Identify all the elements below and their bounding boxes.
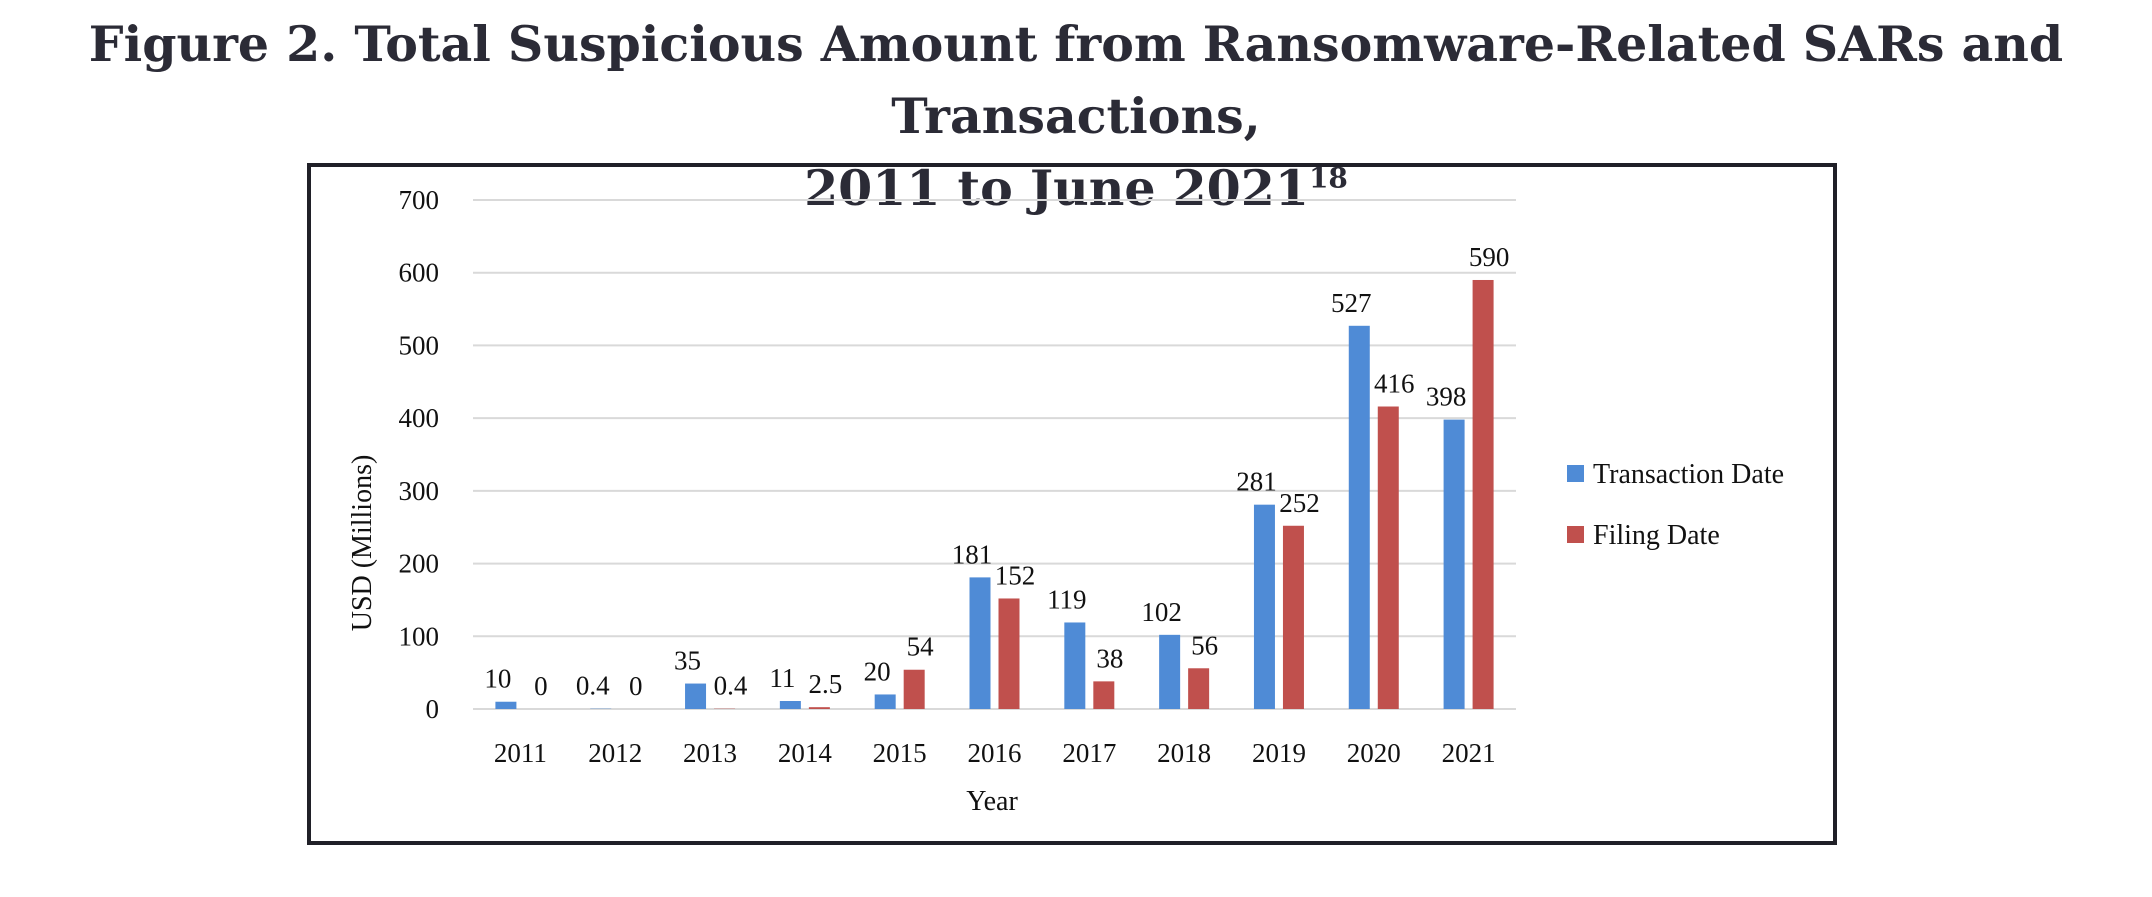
data-label-filing-2018: 56 — [1191, 630, 1218, 660]
data-label-filing-2014: 2.5 — [808, 669, 842, 699]
data-label-filing-2012: 0 — [629, 671, 643, 701]
bar-filing-2018 — [1188, 668, 1210, 709]
bar-filing-2021 — [1472, 279, 1494, 709]
bar-transaction-2011 — [495, 701, 517, 709]
y-tick-label: 200 — [399, 549, 440, 579]
bar-filing-2017 — [1093, 681, 1115, 709]
x-axis-label: Year — [966, 786, 1018, 817]
chart-frame: 0 100 200 300 400 500 600 700 10 0 0.4 0 35 0.4 11 2.5… — [307, 163, 1837, 845]
bars — [495, 279, 1494, 709]
bar-transaction-2018 — [1159, 634, 1181, 709]
x-tick-label-2019: 2019 — [1252, 738, 1306, 768]
legend-swatch-filing — [1567, 526, 1584, 543]
bar-filing-2019 — [1282, 525, 1304, 709]
x-tick-label-2012: 2012 — [588, 738, 642, 768]
figure-title: Figure 2. Total Suspicious Amount from R… — [0, 8, 2152, 224]
y-tick-label: 0 — [426, 694, 440, 724]
x-tick-label-2011: 2011 — [494, 738, 547, 768]
bar-transaction-2014 — [779, 701, 801, 709]
x-tick-label-2020: 2020 — [1347, 738, 1401, 768]
data-label-transaction-2016: 181 — [952, 539, 993, 569]
bar-transaction-2016 — [969, 577, 991, 709]
y-axis-ticks: 0 100 200 300 400 500 600 700 — [399, 185, 440, 724]
y-tick-label: 600 — [399, 258, 440, 288]
x-tick-label-2016: 2016 — [968, 738, 1022, 768]
legend-label-transaction: Transaction Date — [1593, 459, 1784, 490]
data-label-transaction-2014: 11 — [769, 663, 795, 693]
data-label-filing-2013: 0.4 — [714, 671, 748, 701]
y-tick-label: 300 — [399, 476, 440, 506]
x-tick-label-2014: 2014 — [778, 738, 833, 768]
data-label-transaction-2018: 102 — [1141, 597, 1182, 627]
data-label-transaction-2017: 119 — [1047, 584, 1087, 614]
x-tick-label-2021: 2021 — [1442, 738, 1496, 768]
footnote-reference: 18 — [1308, 161, 1348, 195]
data-label-transaction-2019: 281 — [1236, 467, 1277, 497]
data-label-filing-2016: 152 — [995, 560, 1036, 590]
bar-filing-2016 — [998, 598, 1020, 709]
bar-filing-2015 — [903, 669, 925, 709]
data-label-transaction-2011: 10 — [484, 664, 511, 694]
bar-transaction-2017 — [1064, 622, 1086, 709]
x-tick-label-2013: 2013 — [683, 738, 737, 768]
data-label-transaction-2013: 35 — [674, 646, 701, 676]
data-label-filing-2011: 0 — [534, 671, 548, 701]
data-label-filing-2017: 38 — [1096, 643, 1123, 673]
data-label-transaction-2020: 527 — [1331, 288, 1372, 318]
data-label-transaction-2015: 20 — [864, 656, 891, 686]
legend-swatch-transaction — [1567, 465, 1584, 482]
bar-filing-2020 — [1377, 406, 1399, 709]
gridlines — [473, 199, 1516, 710]
data-label-filing-2019: 252 — [1279, 488, 1320, 518]
bar-transaction-2013 — [685, 683, 707, 709]
y-axis-label: USD (Millions) — [347, 455, 378, 632]
figure-title-line2-text: 2011 to June 2021 — [804, 159, 1309, 217]
x-tick-label-2017: 2017 — [1062, 738, 1116, 768]
legend-label-filing: Filing Date — [1593, 520, 1720, 551]
data-label-transaction-2012: 0.4 — [576, 671, 610, 701]
data-label-filing-2015: 54 — [907, 632, 935, 662]
data-label-filing-2020: 416 — [1374, 369, 1415, 399]
figure-title-line2: 2011 to June 202118 — [0, 152, 2152, 224]
y-tick-label: 700 — [399, 185, 440, 215]
bar-transaction-2019 — [1253, 504, 1275, 709]
bar-transaction-2021 — [1443, 419, 1465, 709]
bar-transaction-2015 — [874, 694, 896, 709]
data-label-filing-2021: 590 — [1469, 242, 1510, 272]
x-tick-label-2015: 2015 — [873, 738, 927, 768]
figure-title-line1: Figure 2. Total Suspicious Amount from R… — [88, 15, 2064, 145]
y-tick-label: 100 — [399, 621, 440, 651]
y-tick-label: 500 — [399, 330, 440, 360]
x-axis-ticks: 2011 2012 2013 2014 2015 2016 2017 2018 2019 2020… — [494, 738, 1496, 768]
bar-filing-2014 — [808, 707, 830, 709]
legend: Transaction Date Filing Date — [1567, 459, 1784, 551]
x-tick-label-2018: 2018 — [1157, 738, 1211, 768]
y-tick-label: 400 — [399, 403, 440, 433]
bar-transaction-2020 — [1348, 325, 1370, 709]
data-label-transaction-2021: 398 — [1426, 382, 1467, 412]
